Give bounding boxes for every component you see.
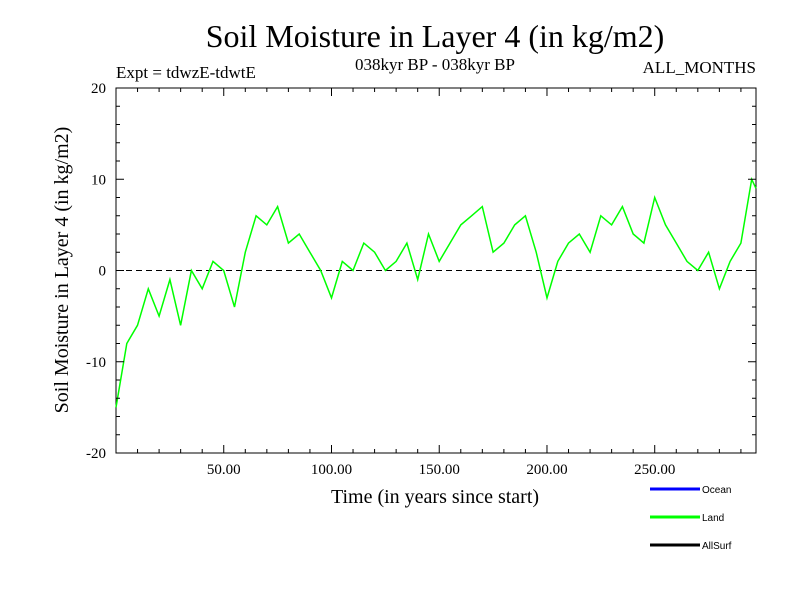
x-axis-label: Time (in years since start) (331, 486, 539, 508)
y-tick-label: 0 (99, 264, 107, 280)
chart-subtitle: 038kyr BP - 038kyr BP (355, 55, 515, 74)
x-tick-label: 250.00 (634, 462, 675, 478)
plot-area: 50.00 100.00 150.00 200.00 250.00 -20 -10 0 10 20 (86, 81, 757, 478)
y-tick-label: 10 (91, 172, 106, 188)
y-axis-label: Soil Moisture in Layer 4 (in kg/m2) (51, 127, 73, 414)
legend-label-ocean: Ocean (702, 485, 731, 496)
x-tick-label: 100.00 (311, 462, 352, 478)
chart-title: Soil Moisture in Layer 4 (in kg/m2) (206, 18, 665, 54)
series-line-land (115, 176, 757, 408)
y-tick-label: -10 (86, 355, 106, 371)
y-tick-label: 20 (91, 81, 106, 97)
x-tick-label: 200.00 (526, 462, 567, 478)
months-label: ALL_MONTHS (643, 58, 756, 77)
legend-label-allsurf: AllSurf (702, 541, 732, 552)
experiment-label: Expt = tdwzE-tdwtE (116, 63, 256, 82)
legend-label-land: Land (702, 513, 724, 524)
legend: Ocean Land AllSurf (650, 485, 732, 552)
y-tick-label: -20 (86, 446, 106, 462)
x-tick-label: 150.00 (419, 462, 460, 478)
x-tick-label: 50.00 (207, 462, 241, 478)
